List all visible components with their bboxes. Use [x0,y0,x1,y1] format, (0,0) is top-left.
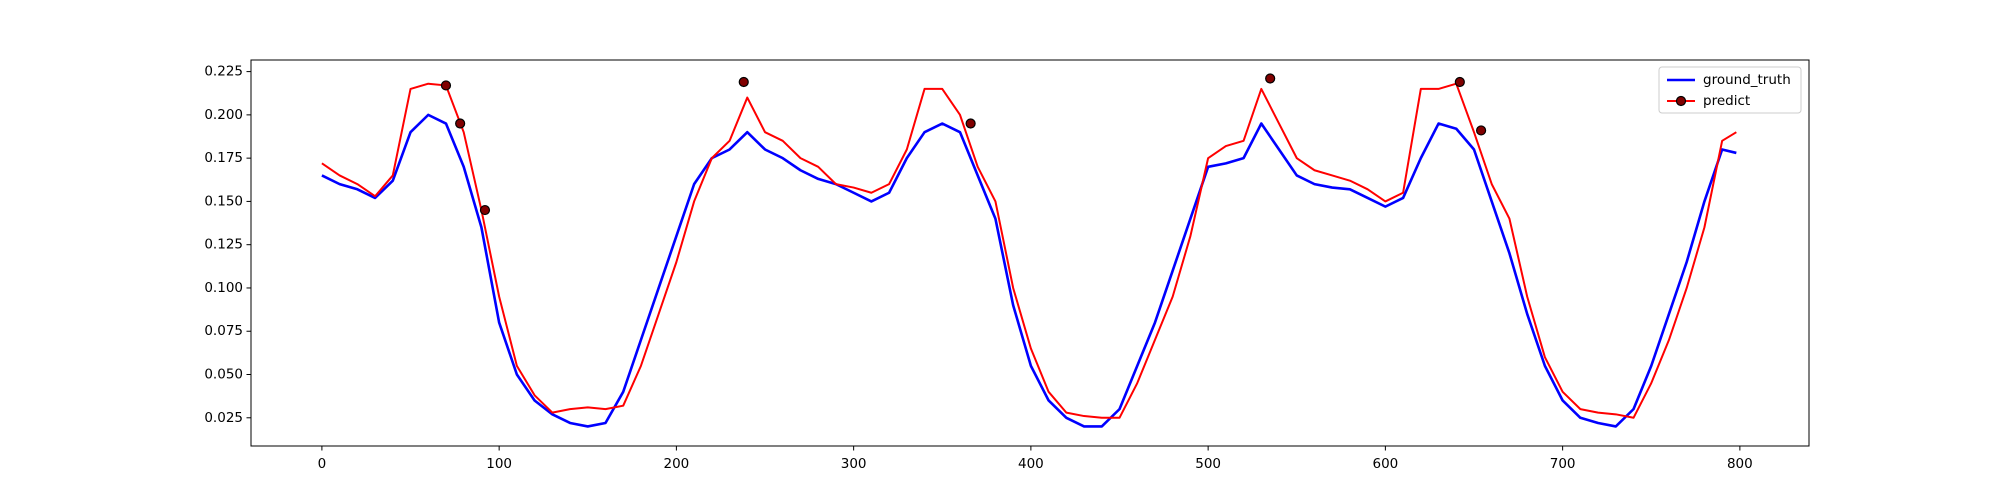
peak-marker [479,204,491,216]
legend-marker [1675,95,1687,107]
series-line [321,113,1737,428]
peak-marker [1475,125,1487,136]
y-tick-label: 0.050 [204,367,243,383]
x-tick-label: 400 [1018,456,1044,472]
y-tick-label: 0.175 [204,150,243,166]
y-tick-label: 0.125 [204,237,243,253]
series-line [321,82,1737,419]
peak-marker [1454,76,1465,88]
y-tick-label: 0.100 [204,280,243,296]
x-tick-label: 100 [486,456,512,472]
y-tick-label: 0.225 [204,64,243,80]
x-tick-label: 300 [841,456,867,472]
y-tick-label: 0.025 [204,410,243,426]
legend-label: ground_truth [1703,72,1791,88]
x-tick-label: 200 [664,456,690,472]
y-tick-label: 0.150 [204,193,243,209]
peak-marker [738,76,749,88]
x-tick-label: 600 [1372,456,1398,472]
x-tick-label: 800 [1727,456,1753,472]
x-tick-label: 0 [318,456,327,472]
peak-marker [440,80,452,91]
peak-marker [455,118,466,129]
plot-frame [250,59,1810,447]
x-tick-label: 500 [1195,456,1221,472]
peak-marker [965,118,976,129]
x-tick-label: 700 [1550,456,1576,472]
y-tick-label: 0.200 [204,107,243,123]
legend-label: predict [1703,93,1750,109]
peak-marker [1265,73,1276,84]
y-tick-label: 0.075 [204,323,243,339]
